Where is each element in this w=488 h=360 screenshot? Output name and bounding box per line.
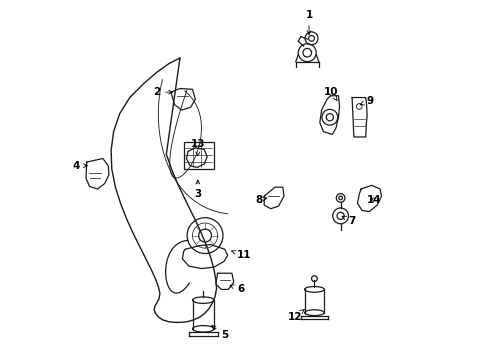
Text: 10: 10	[323, 87, 337, 100]
Text: 9: 9	[359, 96, 373, 106]
Text: 12: 12	[287, 309, 304, 322]
Text: 14: 14	[366, 195, 381, 205]
Text: 3: 3	[194, 180, 201, 199]
Text: 1: 1	[305, 10, 312, 35]
Text: 8: 8	[255, 195, 266, 205]
Text: 7: 7	[342, 216, 355, 226]
Text: 13: 13	[190, 139, 204, 156]
Text: 6: 6	[229, 284, 244, 294]
Text: 2: 2	[153, 87, 172, 97]
Text: 4: 4	[72, 161, 87, 171]
Text: 5: 5	[211, 325, 228, 340]
Text: 11: 11	[231, 250, 251, 260]
